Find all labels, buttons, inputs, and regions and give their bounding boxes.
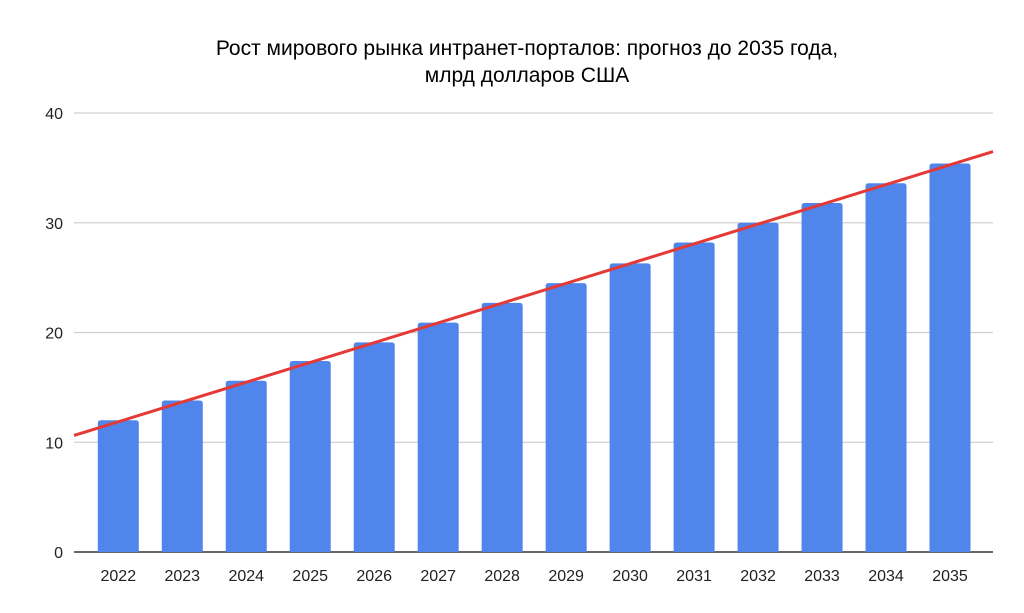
gridlines (74, 112, 993, 553)
x-tick-label: 2022 (101, 568, 137, 585)
bar-2033 (801, 202, 843, 552)
bar-2028 (481, 302, 523, 552)
x-tick-label: 2031 (676, 568, 712, 585)
trendline-group (73, 150, 994, 437)
x-tick-label: 2032 (740, 568, 776, 585)
bar-2023 (161, 400, 203, 552)
bar-2029 (545, 283, 587, 552)
bar-2026 (353, 342, 395, 552)
x-tick-label: 2024 (228, 568, 264, 585)
x-tick-label: 2027 (420, 568, 456, 585)
x-tick-label: 2025 (292, 568, 328, 585)
bar-2022 (97, 420, 139, 552)
x-tick-label: 2029 (548, 568, 584, 585)
y-tick-label: 30 (45, 216, 63, 233)
y-tick-label: 40 (45, 106, 63, 123)
bar-2032 (737, 222, 779, 552)
x-tick-label: 2030 (612, 568, 648, 585)
x-tick-label: 2028 (484, 568, 520, 585)
x-tick-label: 2033 (804, 568, 840, 585)
y-tick-label: 10 (45, 435, 63, 452)
bars (97, 163, 971, 553)
bar-2035 (929, 163, 971, 553)
trendline (73, 150, 994, 437)
bar-2030 (609, 263, 651, 552)
bar-2024 (225, 380, 267, 552)
y-tick-label: 20 (45, 326, 63, 343)
x-tick-label: 2034 (868, 568, 904, 585)
x-tick-label: 2026 (356, 568, 392, 585)
chart-title-line-1: Рост мирового рынка интранет-порталов: п… (216, 37, 838, 60)
bar-2031 (673, 242, 715, 552)
x-axis-ticks: 2022 2023 2024 2025 2026 2027 2028 2029 2030 2031… (101, 568, 968, 585)
y-tick-label: 0 (54, 545, 63, 562)
bar-2027 (417, 322, 459, 552)
chart-title-line-2: млрд долларов США (425, 64, 629, 87)
x-tick-label: 2023 (164, 568, 200, 585)
x-tick-label: 2035 (932, 568, 968, 585)
bar-2025 (289, 361, 331, 552)
bar-2034 (865, 183, 907, 553)
y-axis-ticks: 0 10 20 30 40 (45, 106, 63, 562)
